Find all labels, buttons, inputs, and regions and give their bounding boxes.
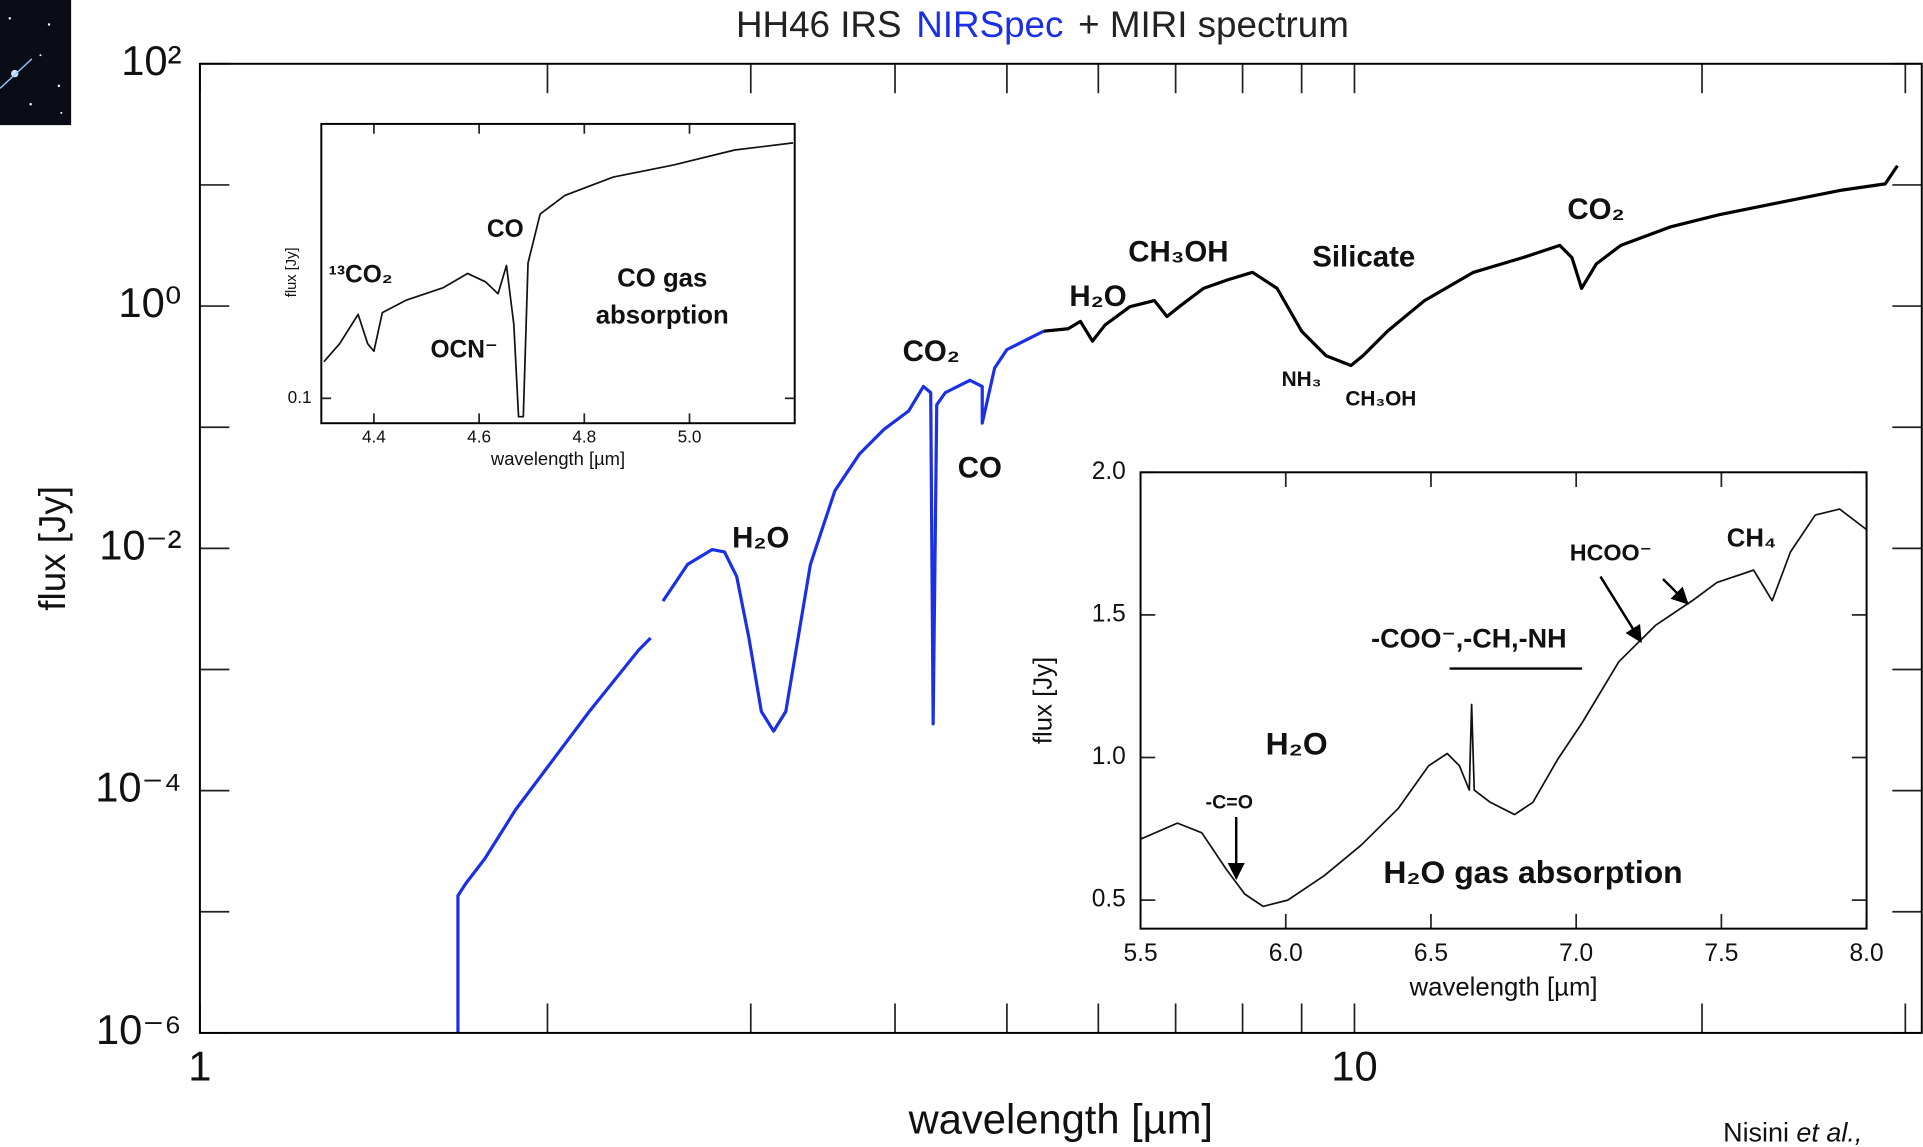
x-axis-label: wavelength [µm] xyxy=(490,448,625,469)
y-tick-label: 1.0 xyxy=(1092,743,1126,770)
x-axis-label: wavelength [µm] xyxy=(908,1095,1213,1142)
plot-background xyxy=(1140,472,1867,929)
annotation: -COO⁻,-CH,-NH xyxy=(1371,623,1566,653)
chart-title: HH46 IRS NIRSpec + MIRI spectrum xyxy=(736,4,1349,45)
credit-part: Nisini xyxy=(1723,1118,1789,1147)
plot-frame xyxy=(320,122,796,425)
title-part: + MIRI spectrum xyxy=(1078,4,1349,45)
annotation: OCN⁻ xyxy=(430,336,497,363)
y-tick-label: 10² xyxy=(121,37,181,84)
annotation: Silicate xyxy=(1312,241,1415,274)
x-tick-label: 8.0 xyxy=(1850,940,1884,967)
chart-panel: 1 10 10⁻⁶ 10⁻⁴ 10⁻² 10⁰ 10² wavelength [µm] flux… xyxy=(32,37,1923,1142)
y-tick-label: 1.5 xyxy=(1092,600,1126,627)
x-tick-label: 4.6 xyxy=(467,426,491,446)
y-axis-label: flux [Jy] xyxy=(32,486,73,611)
y-axis-label: flux [Jy] xyxy=(284,247,300,297)
spectrum-line xyxy=(1140,508,1867,908)
x-axis-label: wavelength [µm] xyxy=(1409,974,1598,1002)
annotation: H₂O xyxy=(732,522,789,555)
title-part: NIRSpec xyxy=(916,4,1063,45)
plot-area xyxy=(323,142,794,418)
spectrum-line xyxy=(1043,164,1899,368)
plot-frame xyxy=(1139,471,1868,930)
x-tick-label: 5.0 xyxy=(678,426,702,446)
x-tick-label: 7.5 xyxy=(1704,940,1738,967)
annotation: absorption xyxy=(596,301,729,329)
plot-area xyxy=(456,164,1899,1033)
annotation: -C=O xyxy=(1206,792,1253,814)
x-tick-label: 4.8 xyxy=(572,426,596,446)
chart-panel: 4.4 4.6 4.8 5.0 0.1 wavelength [µm] flux [Jy] ¹… xyxy=(284,122,796,469)
annotation: NH₃ xyxy=(1282,368,1322,391)
y-tick-label: 2.0 xyxy=(1092,458,1126,485)
title-part: HH46 IRS xyxy=(736,4,902,45)
chart-panel: 5.5 6.0 6.5 7.0 7.5 8.0 0.5 1.0 1.5 2.0 wavelength… xyxy=(1030,458,1884,1002)
plot-area xyxy=(1140,508,1867,908)
plot-frame xyxy=(198,62,1923,1034)
y-tick-label: 10⁻² xyxy=(99,521,181,568)
x-tick-label: 7.0 xyxy=(1559,940,1593,967)
y-tick-label: 0.5 xyxy=(1092,886,1126,913)
annotation: CO₂ xyxy=(903,335,960,368)
x-tick-label: 6.5 xyxy=(1414,940,1448,967)
x-tick-label: 1 xyxy=(188,1043,211,1090)
arrow xyxy=(1662,578,1689,605)
annotation: CO xyxy=(958,452,1002,485)
credit: Nisini et al., xyxy=(1723,1118,1862,1147)
annotation: H₂O xyxy=(1266,725,1328,761)
annotation: ¹³CO₂ xyxy=(329,261,393,288)
plot-background xyxy=(321,123,795,424)
annotation: CH₃OH xyxy=(1345,387,1416,410)
thumbnail xyxy=(0,0,72,126)
y-tick-label: 10⁻⁶ xyxy=(96,1006,182,1053)
x-tick-label: 4.4 xyxy=(362,426,386,446)
annotation: CO xyxy=(487,216,524,243)
credit-part: et al., xyxy=(1796,1118,1862,1147)
annotation: CO gas xyxy=(617,264,707,292)
x-tick-label: 10 xyxy=(1331,1043,1377,1090)
spectrum-line xyxy=(456,329,1045,1033)
annotation: HCOO⁻ xyxy=(1570,540,1652,566)
arrow xyxy=(1599,575,1642,644)
annotation: H₂O xyxy=(1069,280,1126,313)
y-tick-label: 10⁻⁴ xyxy=(95,764,181,811)
annotation: CH₄ xyxy=(1727,525,1776,553)
y-tick-label: 0.1 xyxy=(288,387,312,407)
annotation: CH₃OH xyxy=(1128,236,1228,269)
spectrum-line xyxy=(323,142,794,418)
y-axis-label: flux [Jy] xyxy=(1030,657,1058,744)
y-tick-label: 10⁰ xyxy=(118,279,181,326)
x-tick-label: 5.5 xyxy=(1124,940,1158,967)
x-tick-label: 6.0 xyxy=(1269,940,1303,967)
annotation: H₂O gas absorption xyxy=(1383,854,1682,890)
annotation: CO₂ xyxy=(1567,193,1624,226)
